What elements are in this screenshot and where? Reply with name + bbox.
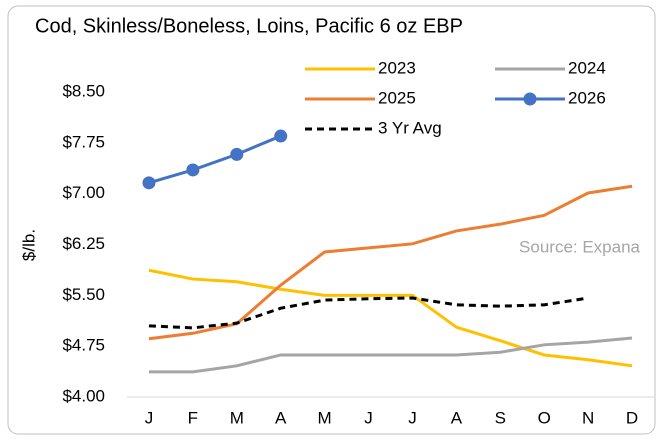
chart-title: Cod, Skinless/Boneless, Loins, Pacific 6…: [35, 15, 463, 37]
x-tick-label: M: [230, 408, 244, 427]
x-tick-label: A: [275, 408, 287, 427]
legend-marker: [523, 92, 537, 106]
x-tick-label: M: [318, 408, 332, 427]
x-tick-label: A: [451, 408, 463, 427]
y-axis-label: $/lb.: [19, 229, 38, 261]
x-tick-label: J: [145, 408, 154, 427]
series-line: [148, 268, 633, 368]
series-line: [148, 184, 633, 341]
x-tick-label: D: [626, 408, 638, 427]
point: [142, 176, 156, 190]
x-tick-label: S: [495, 408, 506, 427]
y-tick-label: $4.00: [62, 386, 105, 405]
legend-label: 2026: [568, 88, 606, 107]
y-tick-label: $6.25: [62, 234, 105, 253]
series-line: [148, 336, 633, 374]
y-tick-label: $7.75: [62, 132, 105, 151]
y-tick-label: $7.00: [62, 183, 105, 202]
legend-label: 2025: [378, 88, 416, 107]
y-tick-label: $4.75: [62, 336, 105, 355]
legend-label: 3 Yr Avg: [378, 118, 442, 137]
point: [186, 163, 200, 177]
x-tick-label: J: [364, 408, 373, 427]
annotation: Source: Expana: [519, 237, 641, 256]
point: [230, 147, 244, 161]
legend-label: 2024: [568, 58, 606, 77]
series-line: [148, 296, 589, 330]
chart-frame: [7, 5, 656, 435]
legend-label: 2023: [378, 58, 416, 77]
series-line: [148, 134, 282, 185]
y-tick-label: $5.50: [62, 285, 105, 304]
point: [274, 129, 288, 143]
x-tick-label: F: [188, 408, 198, 427]
x-tick-label: N: [582, 408, 594, 427]
y-tick-label: $8.50: [62, 81, 105, 100]
x-tick-label: O: [538, 408, 551, 427]
x-tick-label: J: [408, 408, 417, 427]
